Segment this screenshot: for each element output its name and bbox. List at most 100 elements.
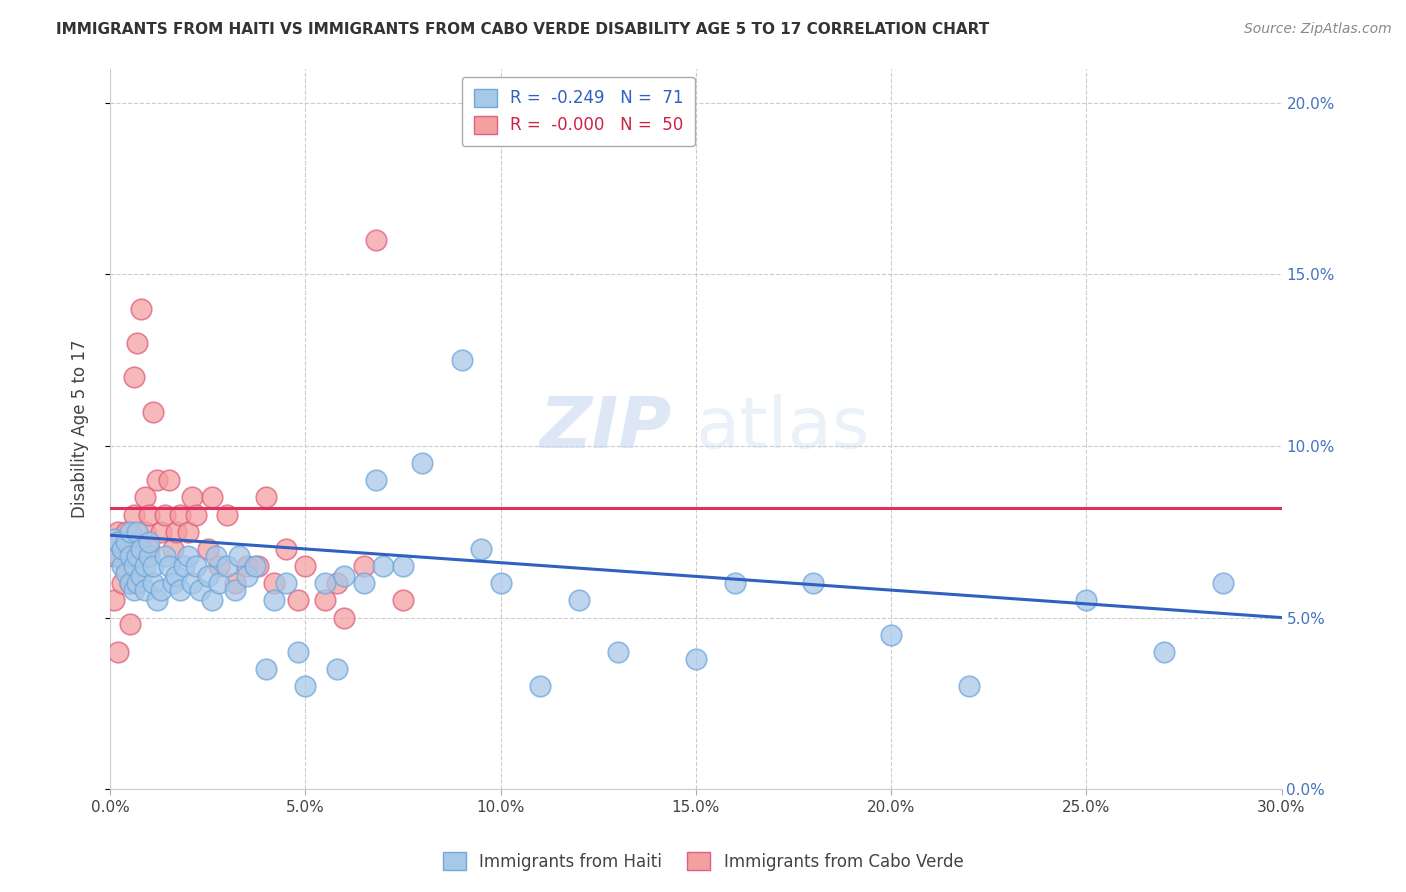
Point	[131, 541, 153, 556]
Point	[149, 583, 172, 598]
Point	[274, 576, 297, 591]
Point	[263, 576, 285, 591]
Point	[254, 491, 277, 505]
Point	[364, 233, 387, 247]
Text: Source: ZipAtlas.com: Source: ZipAtlas.com	[1244, 22, 1392, 37]
Point	[107, 524, 129, 539]
Point	[470, 541, 492, 556]
Point	[364, 473, 387, 487]
Point	[118, 576, 141, 591]
Point	[127, 576, 149, 591]
Point	[181, 576, 204, 591]
Point	[111, 541, 134, 556]
Point	[294, 679, 316, 693]
Legend: Immigrants from Haiti, Immigrants from Cabo Verde: Immigrants from Haiti, Immigrants from C…	[434, 844, 972, 880]
Point	[103, 549, 125, 563]
Point	[142, 559, 165, 574]
Point	[325, 662, 347, 676]
Point	[142, 576, 165, 591]
Point	[166, 569, 188, 583]
Point	[254, 662, 277, 676]
Point	[131, 301, 153, 316]
Point	[263, 593, 285, 607]
Point	[217, 559, 239, 574]
Point	[353, 576, 375, 591]
Point	[107, 645, 129, 659]
Point	[103, 532, 125, 546]
Point	[138, 508, 160, 522]
Point	[127, 549, 149, 563]
Point	[208, 559, 231, 574]
Point	[685, 652, 707, 666]
Point	[294, 559, 316, 574]
Point	[333, 569, 356, 583]
Point	[177, 524, 200, 539]
Point	[177, 549, 200, 563]
Point	[217, 508, 239, 522]
Point	[122, 559, 145, 574]
Point	[131, 569, 153, 583]
Point	[127, 336, 149, 351]
Point	[162, 576, 184, 591]
Point	[200, 593, 222, 607]
Point	[325, 576, 347, 591]
Point	[107, 549, 129, 563]
Point	[103, 593, 125, 607]
Point	[1212, 576, 1234, 591]
Point	[138, 549, 160, 563]
Point	[134, 583, 156, 598]
Point	[235, 559, 257, 574]
Text: IMMIGRANTS FROM HAITI VS IMMIGRANTS FROM CABO VERDE DISABILITY AGE 5 TO 17 CORRE: IMMIGRANTS FROM HAITI VS IMMIGRANTS FROM…	[56, 22, 990, 37]
Point	[392, 593, 415, 607]
Point	[957, 679, 980, 693]
Point	[1153, 645, 1175, 659]
Point	[111, 576, 134, 591]
Legend: R =  -0.249   N =  71, R =  -0.000   N =  50: R = -0.249 N = 71, R = -0.000 N = 50	[463, 77, 696, 146]
Point	[568, 593, 591, 607]
Point	[181, 491, 204, 505]
Point	[122, 583, 145, 598]
Point	[287, 593, 309, 607]
Point	[142, 405, 165, 419]
Point	[411, 456, 433, 470]
Point	[114, 535, 136, 549]
Point	[122, 370, 145, 384]
Point	[228, 549, 250, 563]
Point	[107, 535, 129, 549]
Point	[724, 576, 747, 591]
Point	[489, 576, 512, 591]
Point	[134, 559, 156, 574]
Point	[184, 559, 207, 574]
Point	[157, 559, 180, 574]
Point	[243, 559, 266, 574]
Point	[127, 559, 149, 574]
Point	[138, 541, 160, 556]
Point	[314, 576, 336, 591]
Point	[314, 593, 336, 607]
Point	[114, 559, 136, 574]
Point	[287, 645, 309, 659]
Point	[208, 576, 231, 591]
Point	[529, 679, 551, 693]
Point	[224, 576, 246, 591]
Point	[801, 576, 824, 591]
Point	[224, 583, 246, 598]
Point	[166, 524, 188, 539]
Point	[169, 583, 191, 598]
Point	[114, 524, 136, 539]
Point	[118, 617, 141, 632]
Point	[122, 508, 145, 522]
Point	[197, 541, 219, 556]
Point	[200, 491, 222, 505]
Point	[127, 524, 149, 539]
Point	[204, 549, 226, 563]
Point	[153, 549, 176, 563]
Point	[373, 559, 395, 574]
Text: ZIP: ZIP	[540, 394, 672, 463]
Point	[146, 473, 169, 487]
Point	[134, 524, 156, 539]
Point	[197, 569, 219, 583]
Point	[111, 559, 134, 574]
Point	[138, 535, 160, 549]
Point	[111, 541, 134, 556]
